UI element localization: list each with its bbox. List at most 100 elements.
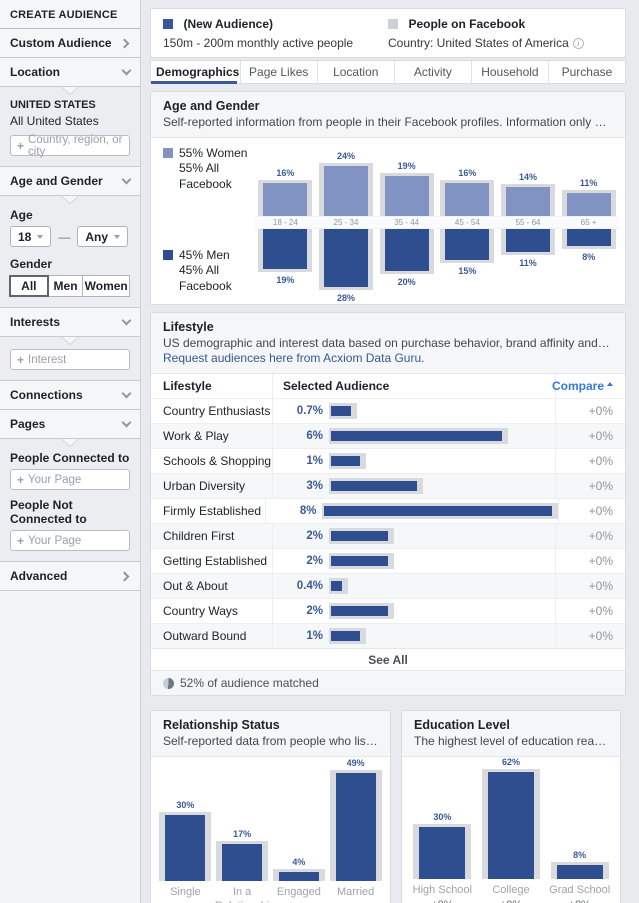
age-group: 16% 18 - 24 19%: [255, 144, 316, 303]
value-bar: [335, 773, 376, 881]
tab-page-likes[interactable]: Page Likes: [239, 61, 317, 83]
benchmark-bar: [413, 824, 472, 879]
table-row[interactable]: Outward Bound 1% +0%: [151, 623, 625, 648]
table-row[interactable]: Urban Diversity 3% +0%: [151, 473, 625, 498]
segment-bar-track: [329, 578, 348, 594]
bar-value-label: 8%: [573, 850, 587, 860]
men-bar-value: 11%: [519, 258, 537, 268]
age-group: 24% 25 - 34 28%: [315, 144, 377, 303]
value-bar: [278, 872, 319, 881]
gender-option-all[interactable]: All: [9, 275, 49, 297]
table-row[interactable]: Country Enthusiasts 0.7% +0%: [151, 398, 625, 423]
audience-matched-footer: 52% of audience matched: [151, 670, 625, 695]
women-legend-label: 55% Women: [179, 146, 248, 160]
age-bucket-label: 18 - 24: [255, 216, 316, 229]
segment-percentage: 0.7%: [296, 405, 323, 417]
women-bar-value: 16%: [458, 168, 477, 178]
pie-chart-icon: [163, 677, 174, 689]
lifestyle-description: US demographic and interest data based o…: [163, 336, 613, 350]
location-input-placeholder: Country, region, or city: [28, 133, 123, 158]
tab-purchase[interactable]: Purchase: [547, 61, 625, 83]
tab-location[interactable]: Location: [316, 61, 394, 83]
age-gender-title: Age and Gender: [163, 99, 260, 113]
sidebar-item-pages[interactable]: Pages: [0, 410, 140, 439]
table-row[interactable]: Firmly Established 8% +0%: [151, 498, 625, 523]
men-benchmark-bar: [379, 229, 434, 274]
location-search-input[interactable]: + Country, region, or city: [10, 133, 130, 158]
segment-percentage: 0.4%: [296, 580, 323, 592]
value-bar: [556, 865, 603, 879]
sidebar-item-advanced[interactable]: Advanced: [0, 562, 140, 591]
women-benchmark-line1: 55% All: [179, 161, 220, 175]
men-benchmark-bar: [561, 229, 616, 249]
see-all-button[interactable]: See All: [151, 648, 625, 670]
benchmark-bar: [159, 812, 212, 881]
men-legend: 45% Men 45% All Facebook: [163, 248, 232, 294]
men-bar: [324, 229, 368, 287]
sidebar-item-interests[interactable]: Interests: [0, 308, 140, 337]
age-min-select[interactable]: 18: [10, 226, 52, 247]
category-label: Engaged: [276, 886, 321, 898]
interest-search-input[interactable]: + Interest: [10, 349, 130, 370]
advanced-label: Advanced: [10, 569, 68, 583]
men-bar: [445, 229, 490, 260]
segment-bar: [331, 456, 360, 466]
category-label: In a Relationship: [215, 886, 269, 903]
chevron-down-icon: [121, 65, 132, 76]
lifestyle-segment-name: Out & About: [151, 574, 273, 598]
table-row[interactable]: Out & About 0.4% +0%: [151, 573, 625, 598]
category-label: Married: [336, 886, 375, 898]
column-header-compare[interactable]: Compare: [552, 374, 625, 398]
women-benchmark-bar: [319, 163, 373, 216]
segment-compare-value: +0%: [555, 599, 625, 623]
segment-bar-track: [329, 553, 394, 569]
segment-bar-track: [329, 403, 357, 419]
table-row[interactable]: Getting Established 2% +0%: [151, 548, 625, 573]
category-label: Grad School: [549, 884, 611, 896]
not-connected-page-input[interactable]: + Your Page: [10, 530, 130, 551]
benchmark-bar: [482, 769, 540, 879]
sidebar-item-age-gender[interactable]: Age and Gender: [0, 167, 140, 196]
pages-label: Pages: [10, 417, 46, 431]
table-row[interactable]: Schools & Shopping 1% +0%: [151, 448, 625, 473]
table-row[interactable]: Children First 2% +0%: [151, 523, 625, 548]
value-bar: [488, 772, 534, 879]
tab-activity[interactable]: Activity: [393, 61, 471, 83]
women-bar-value: 16%: [276, 168, 295, 178]
segment-percentage: 1%: [306, 630, 323, 642]
connected-page-placeholder: Your Page: [28, 473, 82, 486]
segment-bar: [331, 631, 360, 641]
tab-household[interactable]: Household: [470, 61, 548, 83]
benchmark-bar: [216, 841, 269, 881]
age-max-select[interactable]: Any: [77, 226, 129, 247]
age-group: 14% 55 - 64 11%: [497, 144, 559, 303]
info-icon[interactable]: i: [572, 38, 584, 49]
plus-icon: +: [17, 533, 25, 548]
men-bar-value: 8%: [582, 252, 596, 262]
table-row[interactable]: Country Ways 2% +0%: [151, 598, 625, 623]
sidebar-item-connections[interactable]: Connections: [0, 381, 140, 410]
create-audience-sidebar: CREATE AUDIENCE Custom Audience Location…: [0, 0, 141, 903]
segment-compare-value: +0%: [555, 449, 625, 473]
connected-page-input[interactable]: + Your Page: [10, 469, 130, 490]
sidebar-item-location[interactable]: Location: [0, 58, 140, 87]
segment-bar-track: [329, 628, 366, 644]
bar-group-in-a-relationship: 17%: [214, 829, 271, 881]
women-bar: [506, 187, 551, 216]
main-content: (New Audience) 150m - 200m monthly activ…: [150, 0, 626, 903]
matched-text: 52% of audience matched: [180, 676, 319, 690]
table-row[interactable]: Work & Play 6% +0%: [151, 423, 625, 448]
education-level-card: Education Level The highest level of edu…: [401, 710, 621, 903]
bar-group-single: 30%: [157, 800, 214, 881]
women-legend-square: [163, 148, 173, 158]
value-bar: [419, 827, 466, 879]
gender-option-women[interactable]: Women: [82, 275, 130, 297]
benchmark-bar: [329, 770, 382, 881]
gender-option-men[interactable]: Men: [47, 275, 84, 297]
caret-down-icon: [37, 234, 44, 239]
acxiom-link[interactable]: Request audiences here from Acxiom Data …: [163, 351, 425, 365]
men-legend-square: [163, 250, 173, 260]
sidebar-item-custom-audience[interactable]: Custom Audience: [0, 29, 140, 58]
tab-demographics[interactable]: Demographics: [151, 61, 240, 84]
category-label: High School: [412, 884, 472, 896]
